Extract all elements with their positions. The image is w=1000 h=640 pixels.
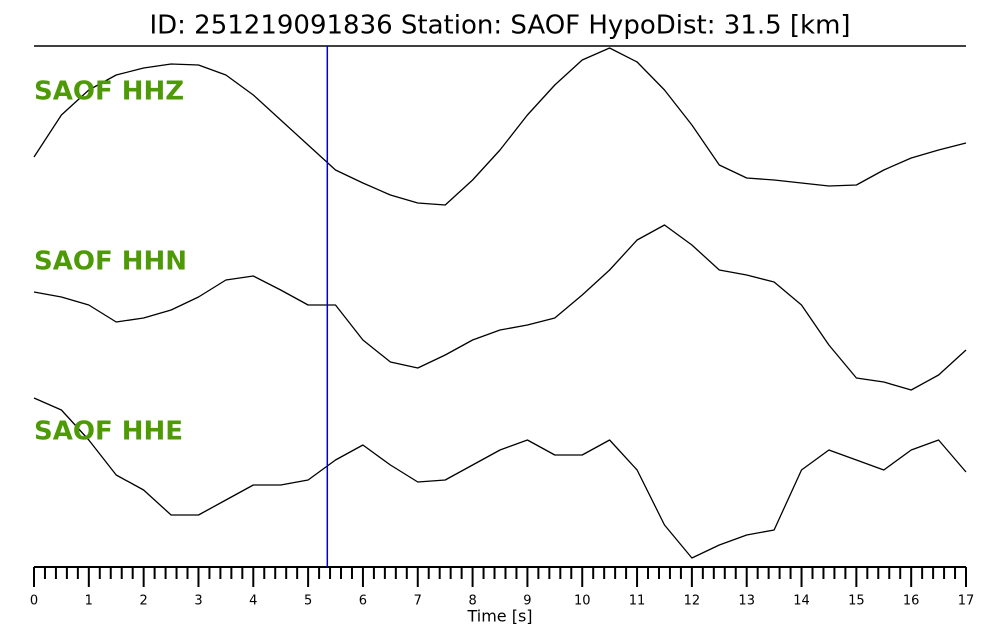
x-tick-label: 16 xyxy=(903,594,920,609)
x-tick-label: 15 xyxy=(848,594,865,609)
x-tick-label: 14 xyxy=(793,594,810,609)
x-tick-label: 13 xyxy=(738,594,755,609)
trace-label: SAOF HHZ xyxy=(34,77,184,107)
x-tick-label: 17 xyxy=(958,594,975,609)
x-tick-label: 5 xyxy=(304,594,312,609)
waveform xyxy=(33,47,967,206)
x-tick-label: 3 xyxy=(194,594,202,609)
chart-title: ID: 251219091836 Station: SAOF HypoDist:… xyxy=(149,11,850,41)
x-tick-label: 7 xyxy=(414,594,422,609)
trace-label: SAOF HHN xyxy=(34,247,187,277)
x-tick-label: 8 xyxy=(468,594,476,609)
x-tick-label: 2 xyxy=(140,594,148,609)
x-tick-label: 10 xyxy=(574,594,591,609)
x-tick-label: 9 xyxy=(523,594,531,609)
x-tick-label: 12 xyxy=(684,594,701,609)
waveform xyxy=(33,224,967,391)
x-tick-label: 11 xyxy=(629,594,646,609)
x-tick-label: 1 xyxy=(85,594,93,609)
x-tick-label: 4 xyxy=(249,594,257,609)
x-tick-label: 0 xyxy=(30,594,38,609)
trace-label: SAOF HHE xyxy=(34,417,183,447)
waveform xyxy=(33,397,967,559)
x-tick-label: 6 xyxy=(359,594,367,609)
x-axis-label: Time [s] xyxy=(466,607,532,626)
